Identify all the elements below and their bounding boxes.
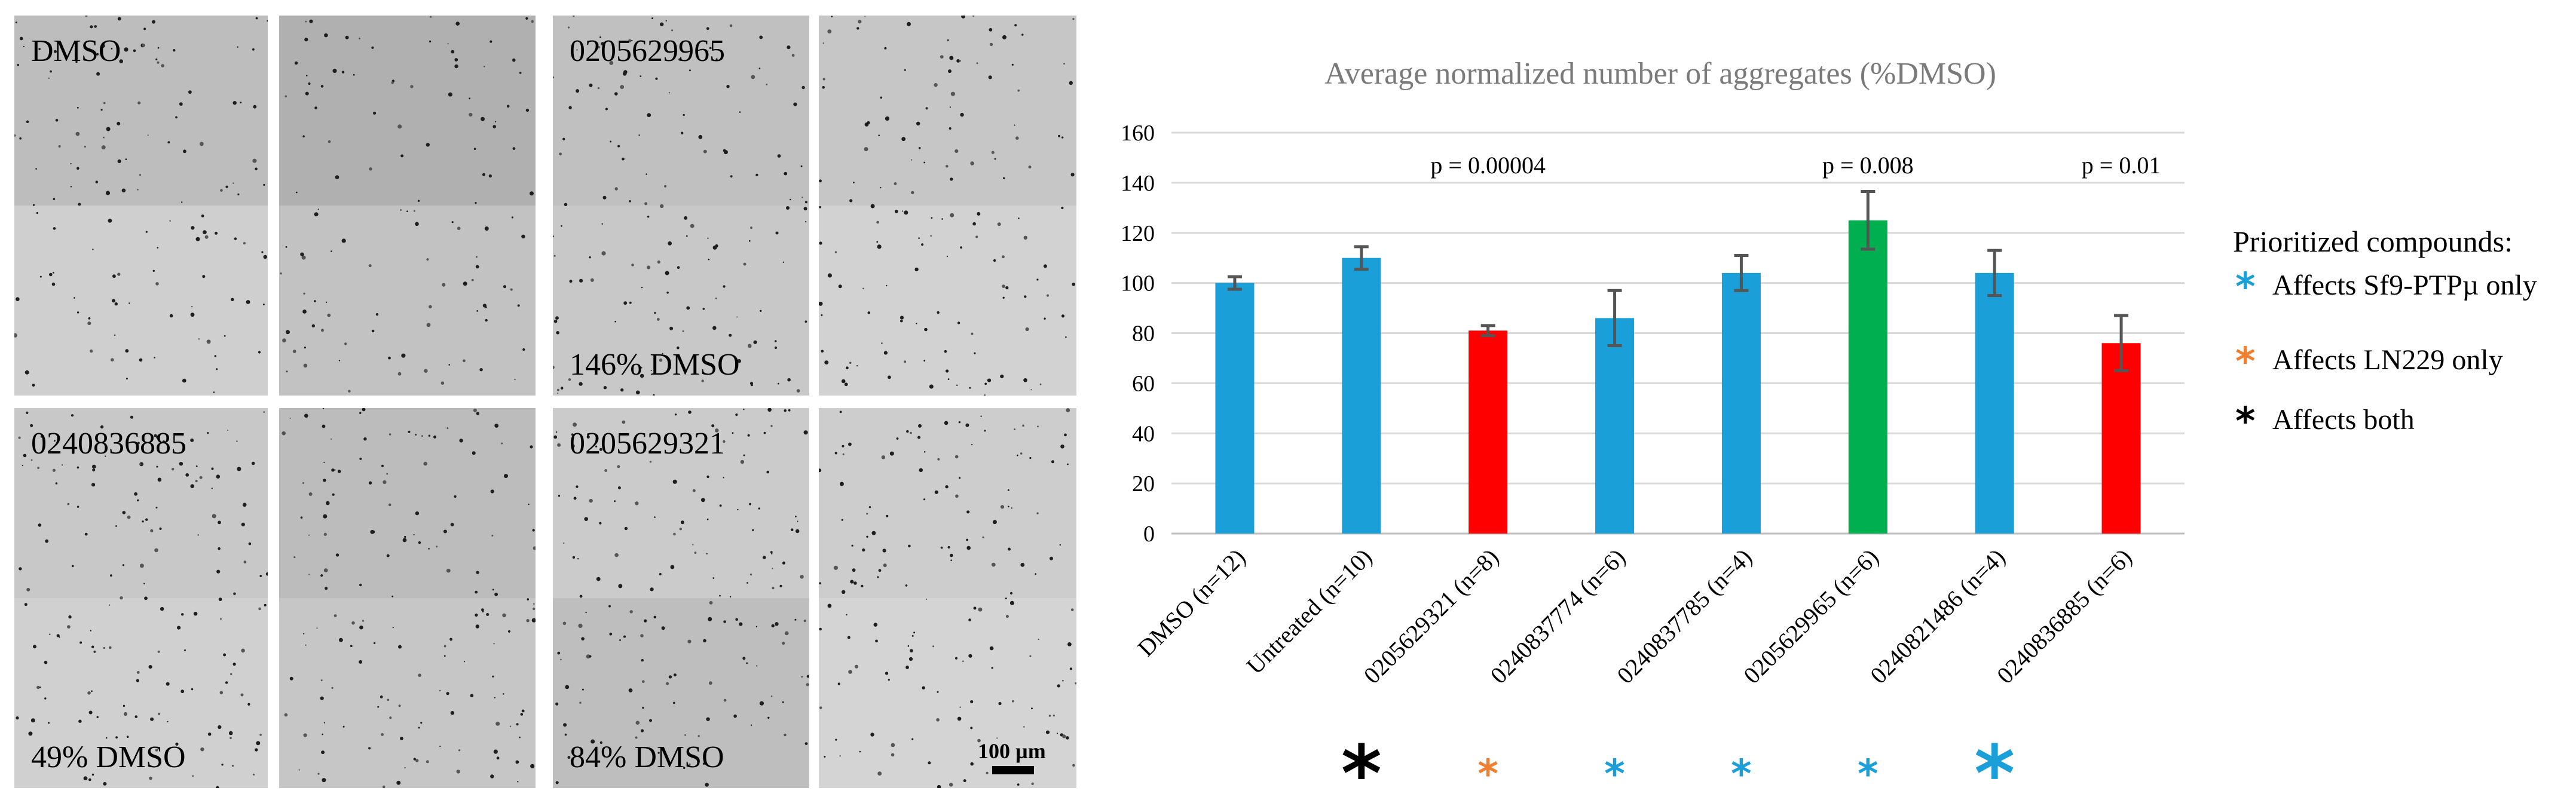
x-tick-label: 0240837774 (n=6) (1485, 544, 1630, 689)
asterisk-icon: * (1341, 728, 1382, 806)
error-bars (1227, 190, 2129, 372)
bar (1975, 272, 2014, 534)
microscopy-image (14, 408, 268, 788)
bars (1215, 220, 2141, 534)
y-tick-label: 80 (1132, 321, 1155, 347)
x-tick-label: 0205629321 (n=8) (1359, 544, 1504, 689)
error-bar (1354, 245, 1369, 271)
legend-label: Affects both (2272, 404, 2415, 436)
error-bar (1734, 253, 1749, 292)
chart-gridlines (1171, 131, 2185, 535)
y-tick-label: 140 (1121, 171, 1155, 196)
microscopy-image (819, 16, 1076, 396)
panel-label: DMSO (31, 34, 121, 68)
y-axis-ticks: 0 20 40 60 80 100 120 140 160 (1121, 121, 1155, 547)
x-tick-label: 0240837785 (n=4) (1611, 544, 1757, 689)
x-tick-label: 0240836885 (n=6) (1991, 544, 2137, 689)
chart-title: Average normalized number of aggregates … (1324, 57, 1996, 91)
error-bar (2114, 314, 2129, 372)
panel-label: 0205629321 (570, 427, 725, 461)
asterisk-icon: * (1974, 728, 2015, 806)
scale-bar (992, 766, 1034, 774)
microscopy-image (553, 408, 809, 788)
p-value-labels: p = 0.00004 p = 0.008 p = 0.01 (1430, 152, 2161, 179)
scale-bar-label: 100 µm (978, 739, 1046, 763)
panel-label: 0240836885 (31, 427, 186, 461)
panel-label: 0205629965 (570, 34, 725, 68)
x-tick-label: DMSO (n=12) (1132, 544, 1250, 662)
legend-label: Affects Sf9-PTPµ only (2272, 269, 2537, 301)
bar (1468, 330, 1508, 534)
microscopy-panel (279, 408, 536, 788)
bar (1215, 283, 1255, 534)
p-value-label: p = 0.01 (2082, 152, 2161, 179)
microscopy-panel: 0240836885 49% DMSO (14, 408, 268, 788)
bar (1848, 220, 1887, 534)
error-bar (1607, 289, 1622, 347)
panel-percent-note: 84% DMSO (570, 740, 724, 774)
asterisk-icon: * (1604, 751, 1625, 797)
microscopy-panel: 0205629321 84% DMSO (553, 408, 809, 788)
asterisk-icon: * (2235, 265, 2256, 309)
x-tick-label: Untreated (n=10) (1241, 544, 1378, 680)
p-value-label: p = 0.008 (1822, 152, 1914, 179)
asterisk-icon: * (1858, 751, 1879, 797)
asterisk-icon: * (2235, 340, 2256, 384)
error-bar (1987, 249, 2002, 298)
bar (1721, 272, 1761, 534)
error-bar (1227, 275, 1242, 291)
error-bar (1861, 190, 1876, 251)
y-tick-label: 60 (1132, 371, 1155, 396)
microscopy-panel (279, 16, 536, 396)
asterisk-icon: * (1731, 751, 1752, 797)
x-tick-label: 0205629965 (n=6) (1738, 544, 1883, 689)
microscopy-panel: DMSO (14, 16, 268, 396)
error-bar (1480, 324, 1495, 338)
panel-percent-note: 49% DMSO (31, 740, 186, 774)
microscopy-image (279, 16, 536, 396)
bar (1342, 258, 1381, 534)
microscopy-image (553, 16, 809, 396)
microscopy-image (279, 408, 536, 788)
p-value-label: p = 0.00004 (1430, 152, 1546, 179)
y-tick-label: 0 (1143, 522, 1155, 547)
y-tick-label: 100 (1121, 271, 1155, 296)
significance-markers: * * * * * * (1341, 728, 2015, 806)
microscopy-panel (819, 408, 1076, 788)
microscopy-panel: 0205629965 146% DMSO (553, 16, 809, 396)
asterisk-icon: * (2235, 400, 2256, 444)
x-axis-labels: DMSO (n=12)Untreated (n=10)0205629321 (n… (1132, 544, 2137, 689)
microscopy-image (14, 16, 268, 396)
asterisk-icon: * (1477, 751, 1498, 797)
x-tick-label: 0240821486 (n=4) (1865, 544, 2010, 689)
panel-percent-note: 146% DMSO (570, 348, 740, 382)
y-tick-label: 40 (1132, 421, 1155, 446)
bar (1595, 318, 1635, 534)
y-tick-label: 20 (1132, 471, 1155, 497)
bar (2101, 343, 2141, 534)
legend-label: Affects LN229 only (2272, 344, 2503, 376)
microscopy-image (819, 408, 1076, 788)
microscopy-panel (819, 16, 1076, 396)
bar-chart: Average normalized number of aggregates … (1121, 57, 2185, 806)
y-tick-label: 120 (1121, 221, 1155, 246)
y-tick-label: 160 (1121, 121, 1155, 146)
legend-title: Prioritized compounds: (2233, 225, 2513, 258)
